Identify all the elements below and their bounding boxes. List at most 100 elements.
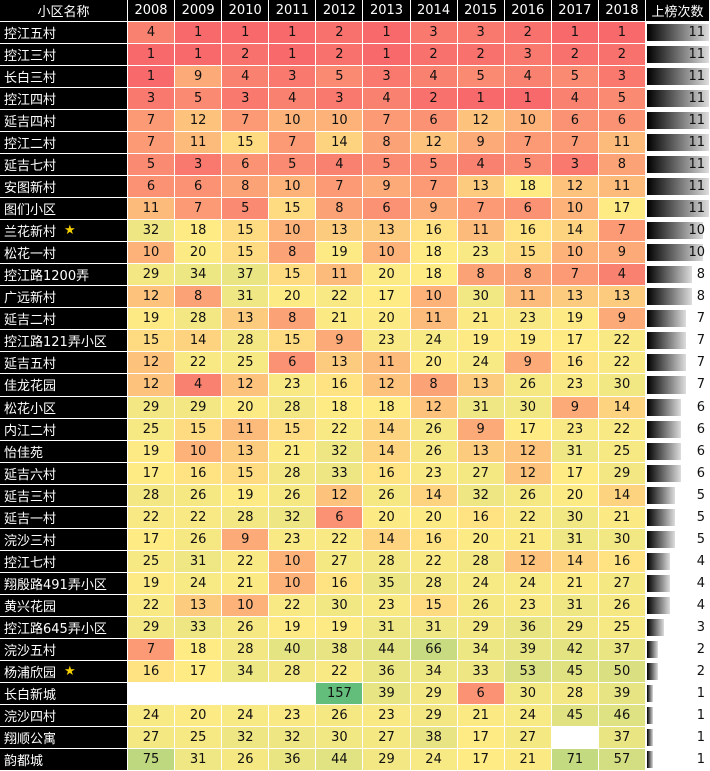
rank-cell: 20 <box>363 506 411 529</box>
count-bar <box>647 112 709 130</box>
rank-cell: 11 <box>410 308 458 331</box>
rank-cell: 24 <box>175 572 223 595</box>
count-text: 7 <box>696 355 705 371</box>
count-text: 7 <box>696 333 705 349</box>
rank-cell: 7 <box>551 132 599 155</box>
rank-cell: 17 <box>175 660 223 683</box>
rank-cell: 9 <box>504 352 552 375</box>
row-name: 控江七村 <box>0 550 128 573</box>
count-bar <box>647 24 709 42</box>
name-text: 浣沙五村 <box>4 643 57 659</box>
rank-cell: 12 <box>504 440 552 463</box>
rank-cell: 36 <box>269 748 317 771</box>
rank-cell: 31 <box>551 440 599 463</box>
rank-cell: 35 <box>363 572 411 595</box>
rank-cell: 27 <box>504 726 552 749</box>
rank-cell: 20 <box>410 506 458 529</box>
header-cell: 2008 <box>128 0 176 23</box>
rank-cell: 20 <box>410 352 458 375</box>
rank-cell: 12 <box>410 132 458 155</box>
name-text: 控江四村 <box>4 93 57 109</box>
rank-cell: 11 <box>222 418 270 441</box>
rank-cell: 9 <box>598 308 646 331</box>
rank-cell: 22 <box>316 286 364 309</box>
name-text: 佳龙花园 <box>4 379 57 395</box>
count-cell: 7 <box>646 308 710 331</box>
rank-cell: 5 <box>457 66 505 89</box>
count-cell: 7 <box>646 374 710 397</box>
name-text: 浣沙三村 <box>4 533 57 549</box>
rank-cell: 4 <box>269 88 317 111</box>
name-text: 长白三村 <box>4 71 57 87</box>
rank-cell: 11 <box>457 220 505 243</box>
rank-cell: 3 <box>410 22 458 45</box>
rank-cell: 30 <box>316 726 364 749</box>
row-name: 韵都城 <box>0 748 128 771</box>
rank-cell: 1 <box>363 44 411 67</box>
count-cell: 11 <box>646 198 710 221</box>
rank-cell: 26 <box>316 704 364 727</box>
count-text: 7 <box>696 311 705 327</box>
rank-cell: 12 <box>504 462 552 485</box>
rank-cell: 21 <box>222 572 270 595</box>
rank-cell: 19 <box>551 308 599 331</box>
count-cell: 11 <box>646 88 710 111</box>
rank-cell: 19 <box>316 616 364 639</box>
row-name: 长白新城 <box>0 682 128 705</box>
rank-cell: 71 <box>551 748 599 771</box>
count-bar <box>647 332 687 350</box>
rank-cell: 22 <box>222 550 270 573</box>
rank-cell: 12 <box>504 550 552 573</box>
rank-cell: 13 <box>363 220 411 243</box>
rank-cell: 12 <box>128 374 176 397</box>
row-name: 延吉六村 <box>0 462 128 485</box>
name-text: 黄兴花园 <box>4 599 57 615</box>
name-text: 延吉二村 <box>4 313 57 329</box>
rank-cell: 13 <box>222 440 270 463</box>
rank-cell: 6 <box>410 110 458 133</box>
rank-cell: 13 <box>457 440 505 463</box>
count-bar <box>647 90 709 108</box>
rank-cell: 7 <box>410 176 458 199</box>
rank-cell: 8 <box>175 286 223 309</box>
count-bar <box>647 530 676 548</box>
count-cell: 10 <box>646 242 710 265</box>
name-text: 控江三村 <box>4 49 57 65</box>
rank-cell: 14 <box>175 330 223 353</box>
row-name: 延吉三村 <box>0 484 128 507</box>
rank-cell: 5 <box>363 154 411 177</box>
rank-cell: 26 <box>363 484 411 507</box>
count-bar <box>647 508 676 526</box>
rank-cell: 21 <box>457 704 505 727</box>
header-cell: 2016 <box>504 0 552 23</box>
name-text: 延吉三村 <box>4 489 57 505</box>
rank-cell: 22 <box>175 352 223 375</box>
name-text: 控江路645弄小区 <box>4 621 107 637</box>
count-bar <box>647 574 670 592</box>
rank-cell: 21 <box>504 528 552 551</box>
rank-cell: 28 <box>410 572 458 595</box>
rank-cell: 16 <box>363 462 411 485</box>
rank-cell: 37 <box>598 726 646 749</box>
name-text: 控江五村 <box>4 27 57 43</box>
rank-cell: 12 <box>363 374 411 397</box>
rank-cell: 31 <box>175 748 223 771</box>
rank-cell: 1 <box>551 22 599 45</box>
rank-cell <box>222 682 270 705</box>
name-text: 延吉四村 <box>4 115 57 131</box>
rank-cell: 3 <box>598 66 646 89</box>
rank-cell: 3 <box>551 154 599 177</box>
rank-cell: 75 <box>128 748 176 771</box>
rank-cell: 24 <box>222 704 270 727</box>
rank-cell: 19 <box>222 484 270 507</box>
count-bar <box>647 178 709 196</box>
rank-cell: 32 <box>457 484 505 507</box>
name-text: 松花一村 <box>4 247 57 263</box>
count-text: 11 <box>688 25 705 41</box>
rank-cell: 18 <box>363 396 411 419</box>
rank-cell: 6 <box>363 198 411 221</box>
rank-cell: 19 <box>128 308 176 331</box>
count-text: 6 <box>696 421 705 437</box>
rank-cell: 33 <box>457 660 505 683</box>
